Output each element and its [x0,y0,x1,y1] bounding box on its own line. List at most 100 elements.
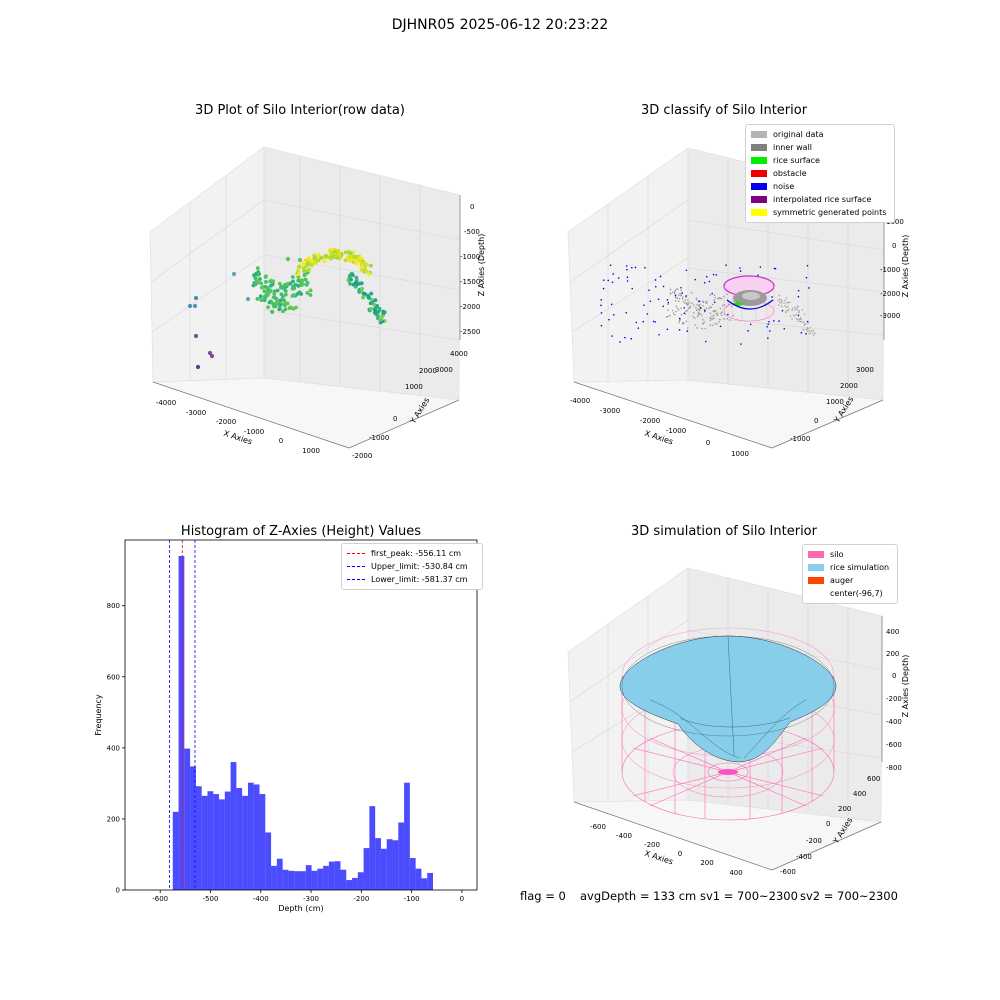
classified-point [703,321,706,323]
scatter-point [231,271,237,277]
scatter-point [270,309,274,314]
classified-point [757,274,759,277]
legend-swatch [751,144,767,151]
classified-point [714,297,717,299]
legend-item: rice simulation [808,561,892,574]
classified-point [784,304,786,307]
legend-swatch [751,209,767,216]
classify-ztick: -3000 [880,312,900,320]
classify-ztick: -2000 [880,290,900,298]
scatter-point [291,293,296,297]
classified-point [797,295,800,298]
scatter-point [297,257,303,263]
classified-point [787,308,790,311]
classified-point [807,322,809,325]
scatter-point [277,281,282,286]
raw-ztick: -1500 [460,278,480,286]
classify-ytick: 1000 [826,398,844,406]
sv2-text: sv2 = 700~2300 [800,889,898,903]
classified-point [715,274,718,276]
scatter-point [373,306,378,311]
classified-point [797,289,800,292]
classified-point [696,303,699,306]
classified-point [692,315,695,318]
scatter-point [192,303,198,309]
scatter-point [375,303,380,308]
classify-xtick: -4000 [570,397,590,405]
scatter-point [347,255,352,259]
x-tick-label: -200 [353,895,369,903]
scatter-point [258,294,263,299]
classified-point [694,278,697,281]
histogram-bar [369,806,376,890]
classified-point [698,309,701,312]
classified-point [677,300,680,303]
scatter-point [291,279,295,284]
scatter-point [259,281,264,286]
histogram-bar [288,870,295,890]
classified-point [625,265,628,267]
scatter-point [359,261,364,265]
classified-point [654,321,657,323]
histogram-bar [404,782,410,890]
classified-point [705,275,708,278]
classified-point [659,275,662,278]
classified-point [681,323,684,325]
raw-scatter-points [187,247,387,370]
classified-point [667,301,670,304]
scatter-point [314,261,318,265]
scatter-point [306,262,311,267]
classified-point [630,337,633,340]
scatter-point [271,279,276,284]
legend-swatch [808,551,824,558]
classified-point [643,304,645,306]
scatter-point [266,305,270,310]
classified-point [602,287,605,290]
classified-point [697,308,699,311]
scatter-point [263,275,268,280]
scatter-point [305,270,310,275]
classified-point [699,303,701,306]
scatter-point [305,291,310,295]
classified-point [718,297,721,299]
histogram-bar [317,868,324,890]
scatter-point [259,298,264,302]
histogram-xlabel: Depth (cm) [278,904,323,913]
classified-point [732,300,735,303]
classified-point [774,267,777,270]
scatter-point [283,292,288,297]
classified-point [781,309,784,312]
scatter-point [283,289,288,293]
classified-point [804,323,806,325]
histogram-bar [305,865,312,890]
classified-point [675,310,677,313]
classified-point [691,302,693,305]
histogram-bar [224,791,231,890]
legend-label: auger [830,576,854,585]
classified-point [695,309,698,312]
scatter-point [297,290,302,295]
classified-point [791,309,793,312]
histogram-bar [253,784,260,890]
scatter-point [278,303,282,307]
scatter-point [308,293,313,297]
classified-point [809,332,812,335]
classified-point [709,306,712,309]
classified-point [696,327,698,329]
scatter-point [348,251,353,256]
classified-point [717,312,719,315]
sim-ztick: -400 [886,718,902,726]
classified-point [749,323,752,326]
histogram-legend: first_peak: -556.11 cm Upper_limit: -530… [341,543,483,590]
classified-point [783,302,785,304]
classified-point [674,294,677,297]
scatter-point [275,288,280,293]
scatter-point [294,305,298,310]
scatter-point [376,309,381,314]
classified-point [712,273,715,276]
histogram-bar [259,794,266,890]
classified-point [608,318,610,321]
scatter-point [329,256,334,261]
histogram-bar [247,782,254,890]
legend-swatch [808,564,824,571]
